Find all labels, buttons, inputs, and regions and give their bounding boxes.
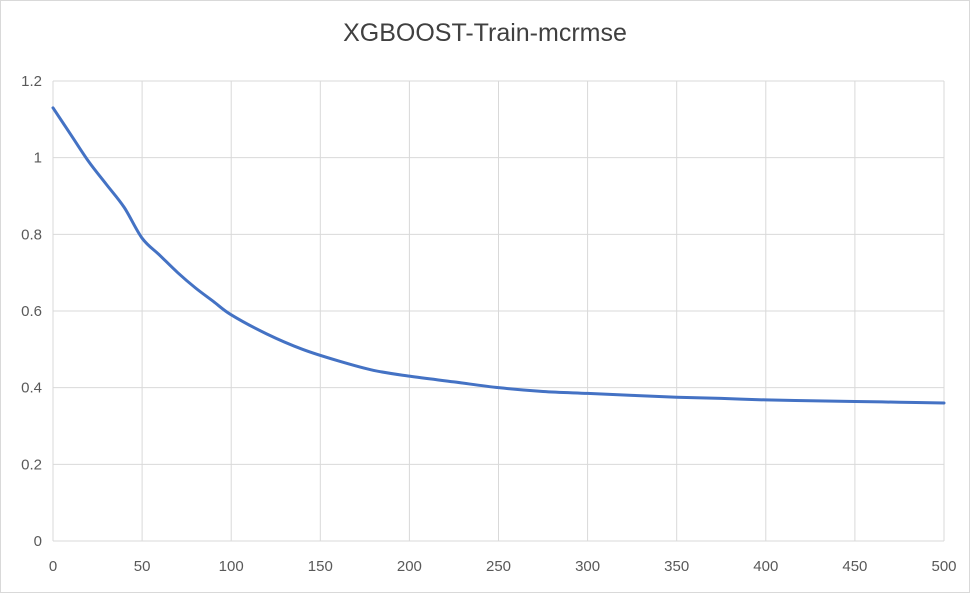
x-tick-label: 400	[753, 558, 778, 575]
series-lines	[51, 106, 946, 405]
y-tick-label: 0.2	[21, 456, 42, 473]
y-tick-label: 1	[34, 150, 42, 167]
x-tick-label: 450	[842, 558, 867, 575]
y-tick-label: 0.4	[21, 380, 42, 397]
x-tick-label: 500	[931, 558, 956, 575]
y-tick-label: 0	[34, 533, 42, 550]
x-tick-label: 300	[575, 558, 600, 575]
x-tick-label: 0	[49, 558, 57, 575]
tick-labels: 0 50 100 150 200 250 300 350 400 450 500 0 0.2 0.4 0.6…	[21, 73, 956, 575]
chart-title: XGBOOST-Train-mcrmse	[343, 19, 627, 47]
y-tick-label: 1.2	[21, 73, 42, 90]
x-tick-label: 150	[308, 558, 333, 575]
x-tick-label: 350	[664, 558, 689, 575]
x-tick-label: 50	[134, 558, 151, 575]
x-tick-label: 250	[486, 558, 511, 575]
grid-lines	[52, 80, 945, 542]
y-tick-label: 0.8	[21, 226, 42, 243]
y-tick-label: 0.6	[21, 303, 42, 320]
x-tick-label: 200	[397, 558, 422, 575]
x-tick-label: 100	[219, 558, 244, 575]
series-line-0	[51, 106, 946, 405]
